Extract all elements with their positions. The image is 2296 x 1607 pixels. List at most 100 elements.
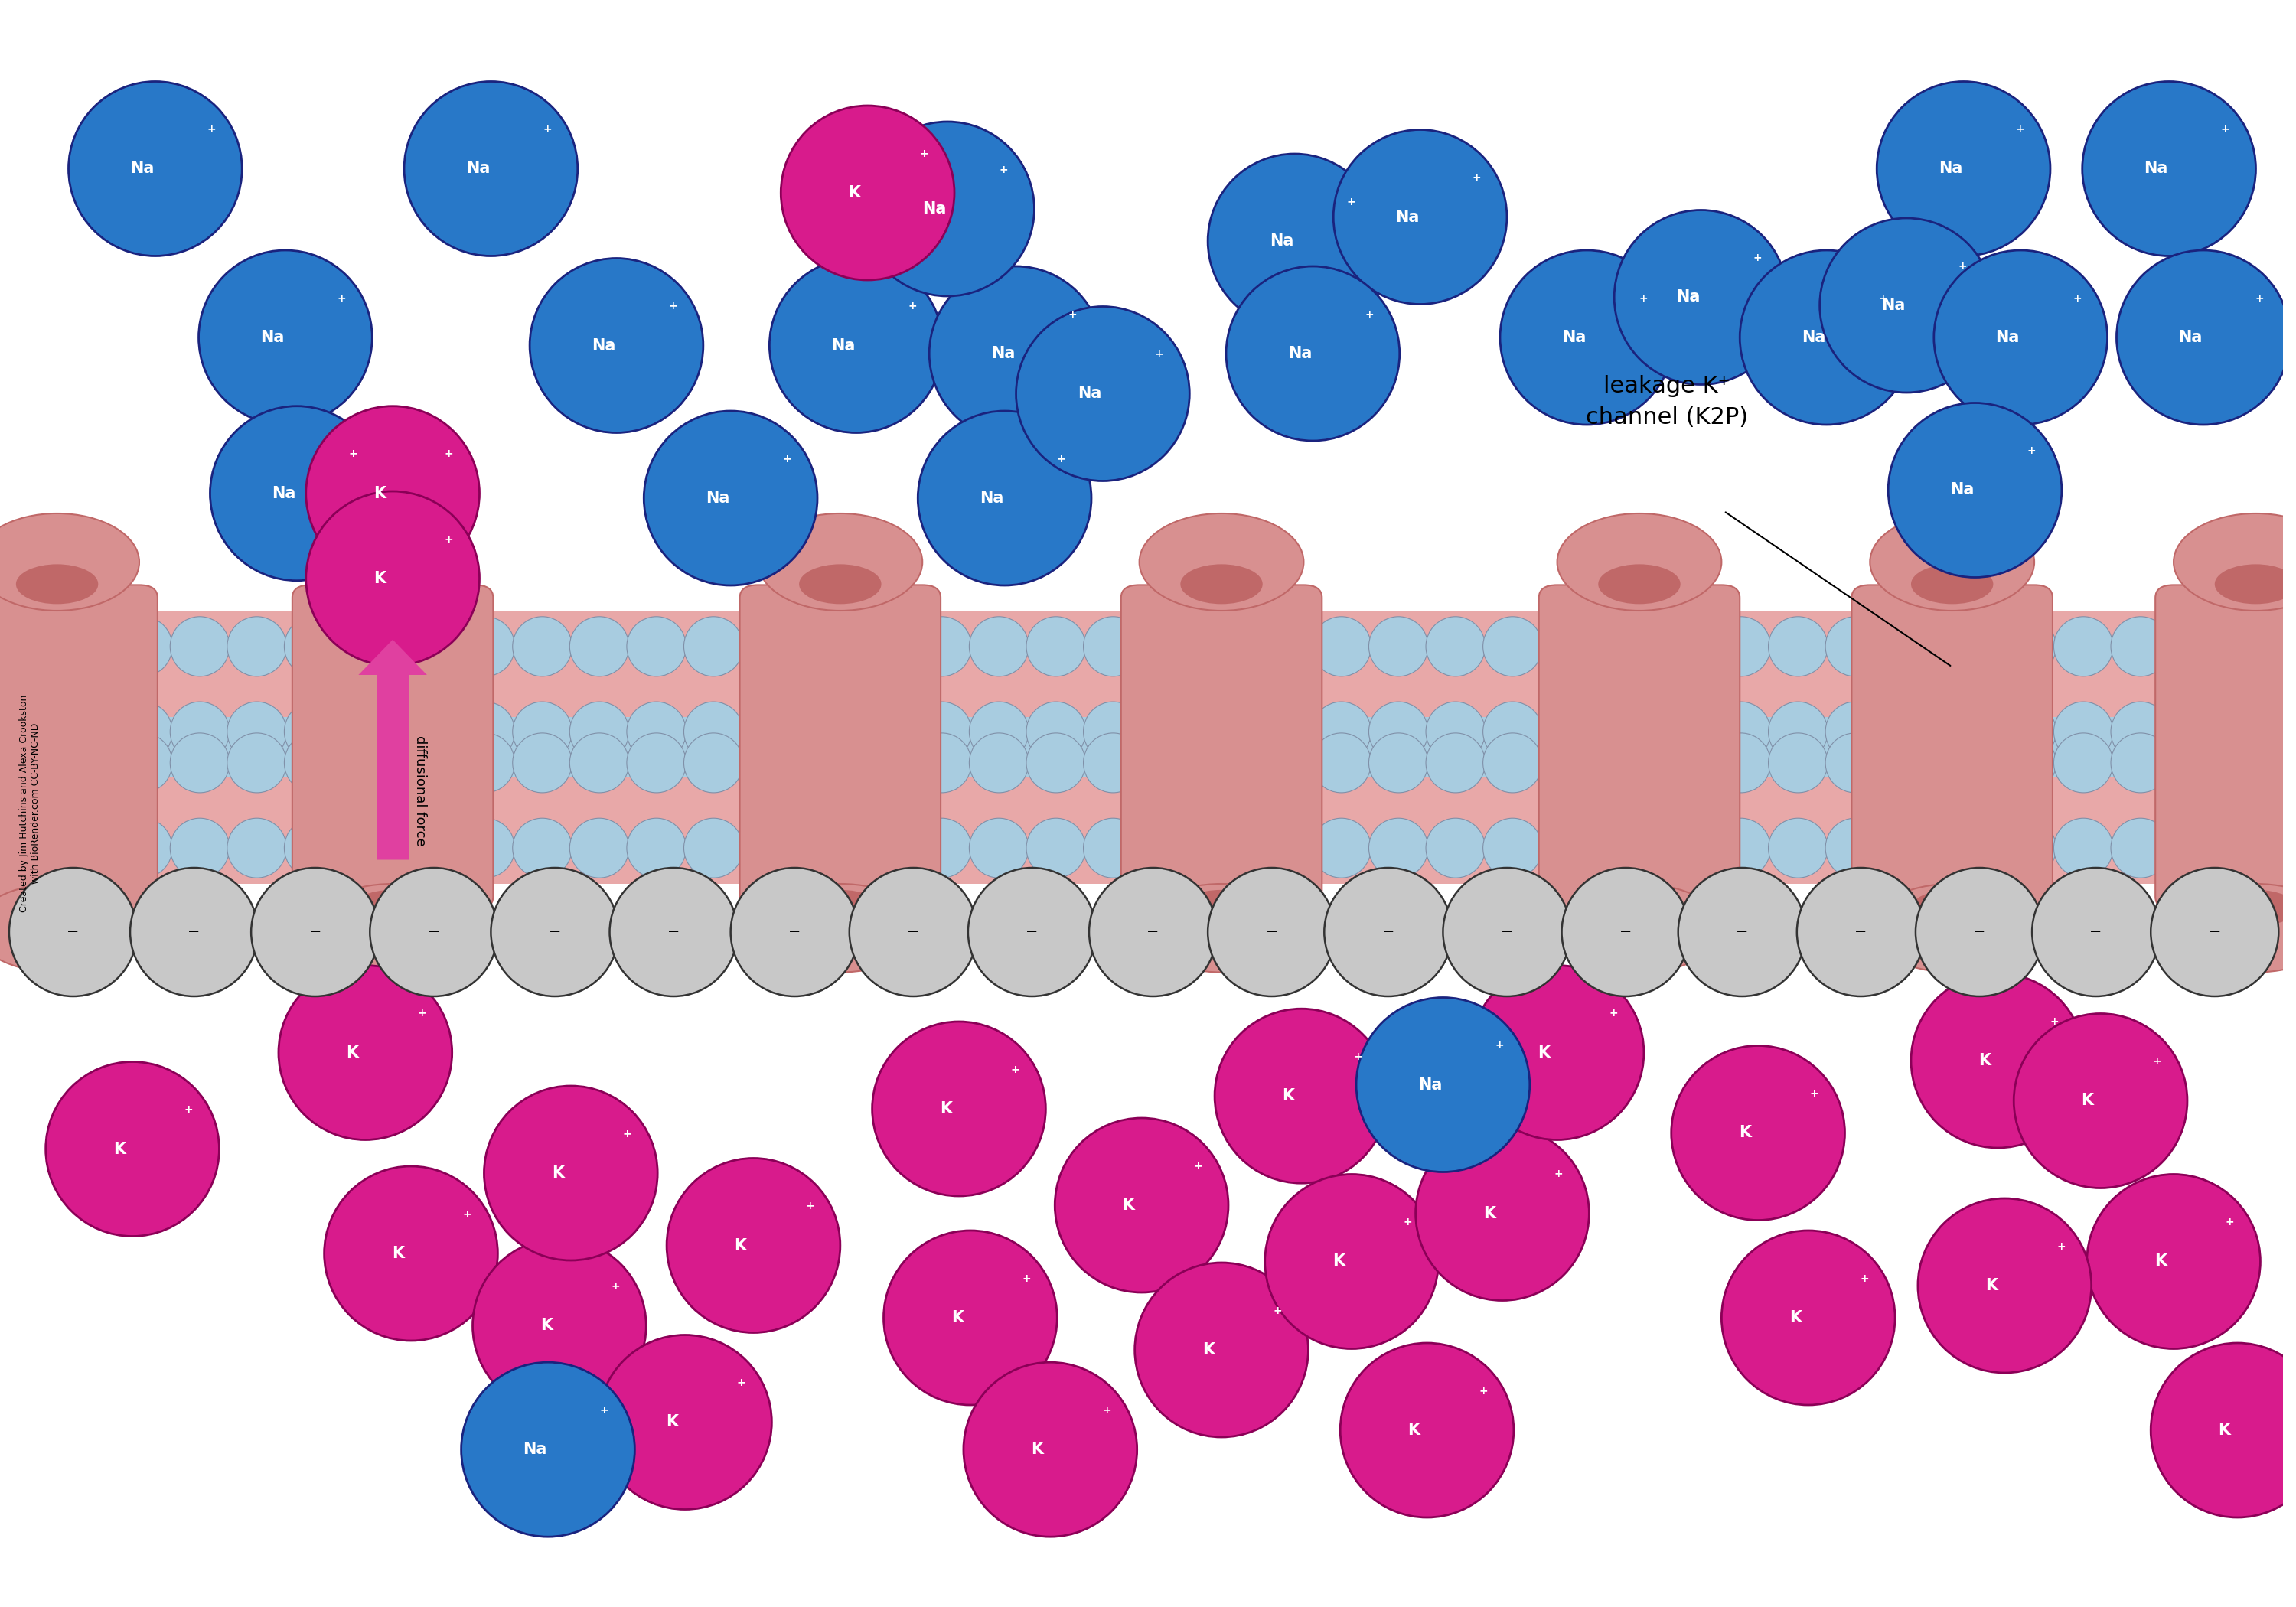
Ellipse shape	[1598, 702, 1655, 762]
Text: K: K	[2154, 1253, 2167, 1270]
Text: Na: Na	[1949, 482, 1975, 498]
Text: Na: Na	[1288, 346, 1311, 362]
Ellipse shape	[170, 702, 230, 762]
FancyBboxPatch shape	[0, 585, 158, 910]
Text: +: +	[207, 124, 216, 135]
Ellipse shape	[1469, 966, 1644, 1139]
Text: −: −	[310, 924, 321, 940]
Text: +: +	[1194, 1160, 1203, 1172]
Text: +: +	[737, 1377, 746, 1388]
Ellipse shape	[854, 702, 914, 762]
Ellipse shape	[1541, 702, 1600, 762]
Text: +: +	[2050, 1016, 2060, 1027]
Text: −: −	[427, 924, 441, 940]
Ellipse shape	[1026, 702, 1086, 762]
Ellipse shape	[1940, 733, 2000, 792]
Ellipse shape	[1254, 818, 1313, 877]
Ellipse shape	[1883, 818, 1942, 877]
Ellipse shape	[1226, 267, 1401, 440]
Text: Na: Na	[1802, 329, 1825, 346]
Ellipse shape	[2174, 513, 2296, 611]
Text: −: −	[1382, 924, 1394, 940]
Text: K: K	[1483, 1205, 1495, 1221]
Text: Na: Na	[1396, 209, 1419, 225]
Ellipse shape	[455, 702, 514, 762]
Ellipse shape	[1883, 617, 1942, 677]
Ellipse shape	[969, 617, 1029, 677]
Text: +: +	[1345, 196, 1355, 207]
Ellipse shape	[684, 617, 744, 677]
Ellipse shape	[912, 617, 971, 677]
Text: +: +	[445, 448, 455, 460]
Ellipse shape	[404, 82, 579, 256]
FancyBboxPatch shape	[1120, 585, 1322, 910]
Ellipse shape	[1998, 702, 2055, 762]
Text: +: +	[1056, 453, 1065, 464]
Text: +: +	[1860, 1273, 1869, 1284]
Ellipse shape	[400, 702, 457, 762]
Text: +: +	[1479, 1385, 1488, 1396]
Ellipse shape	[2225, 733, 2285, 792]
Text: K: K	[1203, 1342, 1215, 1358]
Ellipse shape	[1876, 82, 2050, 256]
Ellipse shape	[2216, 564, 2296, 604]
Text: +: +	[783, 453, 792, 464]
Text: Na: Na	[1270, 233, 1293, 249]
Ellipse shape	[1311, 733, 1371, 792]
Text: Na: Na	[271, 485, 296, 501]
Ellipse shape	[310, 513, 475, 611]
Text: −: −	[549, 924, 560, 940]
Ellipse shape	[912, 702, 971, 762]
Text: Na: Na	[1561, 329, 1587, 346]
Ellipse shape	[2167, 818, 2227, 877]
Ellipse shape	[1821, 219, 1993, 392]
Ellipse shape	[1915, 868, 2043, 996]
Text: +: +	[1609, 1008, 1619, 1019]
Text: K: K	[735, 1237, 746, 1253]
Text: +: +	[1809, 1088, 1818, 1099]
Ellipse shape	[1054, 1118, 1228, 1292]
Text: +: +	[1364, 309, 1373, 320]
Ellipse shape	[1017, 307, 1189, 480]
Ellipse shape	[1825, 733, 1885, 792]
Ellipse shape	[964, 1363, 1137, 1536]
Text: +: +	[1495, 1040, 1504, 1051]
Ellipse shape	[1917, 1199, 2092, 1372]
Ellipse shape	[1653, 733, 1713, 792]
Text: Na: Na	[523, 1441, 546, 1458]
Ellipse shape	[1998, 733, 2055, 792]
Text: +: +	[1403, 1216, 1412, 1228]
Text: K: K	[1281, 1088, 1295, 1104]
Text: Na: Na	[1880, 297, 1906, 313]
Ellipse shape	[627, 818, 687, 877]
Ellipse shape	[854, 733, 914, 792]
Ellipse shape	[1998, 818, 2055, 877]
Ellipse shape	[55, 818, 115, 877]
Ellipse shape	[912, 733, 971, 792]
Ellipse shape	[200, 251, 372, 424]
Ellipse shape	[1671, 1046, 1844, 1220]
Ellipse shape	[1141, 702, 1201, 762]
Ellipse shape	[455, 617, 514, 677]
Ellipse shape	[850, 868, 978, 996]
Ellipse shape	[2082, 82, 2255, 256]
Text: +: +	[622, 1128, 631, 1139]
Ellipse shape	[0, 513, 140, 611]
Ellipse shape	[342, 733, 402, 792]
Text: −: −	[188, 924, 200, 940]
Text: K: K	[374, 485, 386, 501]
Ellipse shape	[278, 966, 452, 1139]
Text: Na: Na	[1419, 1077, 1442, 1093]
Ellipse shape	[400, 818, 457, 877]
Text: K: K	[551, 1165, 565, 1181]
Ellipse shape	[854, 818, 914, 877]
Text: +: +	[2289, 1385, 2296, 1396]
Ellipse shape	[1561, 868, 1690, 996]
FancyBboxPatch shape	[739, 585, 941, 910]
Text: +: +	[1554, 1168, 1564, 1180]
Ellipse shape	[1768, 702, 1828, 762]
Text: Na: Na	[1676, 289, 1699, 305]
Ellipse shape	[400, 733, 457, 792]
Ellipse shape	[1199, 733, 1256, 792]
Text: +: +	[1068, 309, 1077, 320]
